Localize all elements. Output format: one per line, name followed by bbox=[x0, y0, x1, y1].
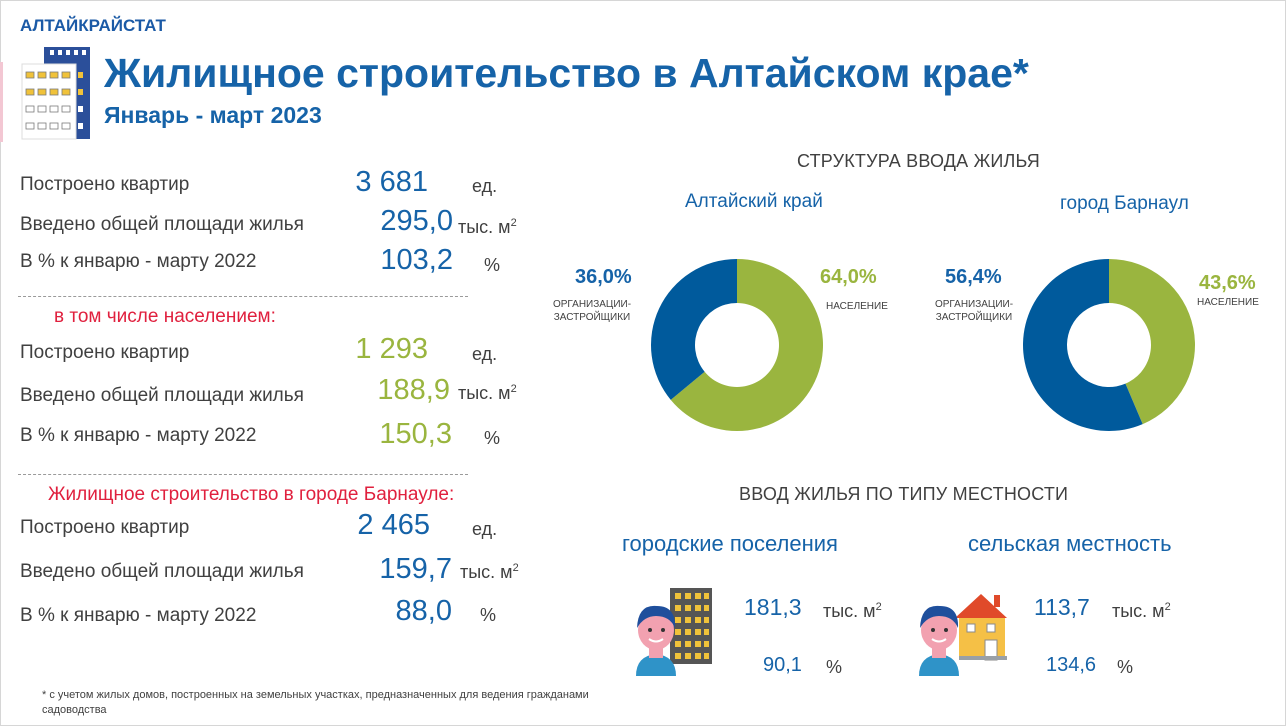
donut1-org-label: ОРГАНИЗАЦИИ- ЗАСТРОЙЩИКИ bbox=[552, 299, 632, 323]
rural-unit: тыс. м2 bbox=[1112, 601, 1171, 621]
total-flats-label: Построено квартир bbox=[20, 174, 190, 195]
urban-percent-unit: % bbox=[826, 657, 843, 677]
barnaul-percent-unit: % bbox=[480, 605, 497, 625]
donut-region-slice-population bbox=[670, 259, 823, 432]
donut-barnaul-slice-organizations bbox=[1023, 259, 1143, 431]
population-heading: в том числе населением: bbox=[54, 306, 276, 327]
urban-percent: 90,1 bbox=[763, 654, 802, 676]
population-flats-value: 1 293 bbox=[355, 333, 428, 365]
donut-region-slice-organizations bbox=[650, 259, 737, 400]
urban-label: городские поселения bbox=[622, 531, 838, 556]
footnote: * с учетом жилых домов, построенных на з… bbox=[42, 689, 589, 716]
donut1-pop-percent: 64,0% bbox=[820, 266, 877, 288]
barnaul-flats-value: 2 465 bbox=[357, 509, 430, 541]
urban-unit: тыс. м2 bbox=[823, 601, 882, 621]
donut-title-barnaul: город Барнаул bbox=[1060, 193, 1189, 214]
population-area-unit: тыс. м2 bbox=[458, 383, 517, 403]
page-title: Жилищное строительство в Алтайском крае* bbox=[104, 50, 1029, 96]
total-percent-unit: % bbox=[484, 255, 501, 275]
page-subtitle: Январь - март 2023 bbox=[104, 102, 322, 128]
structure-heading: СТРУКТУРА ВВОДА ЖИЛЬЯ bbox=[797, 151, 1040, 171]
population-percent-unit: % bbox=[484, 428, 501, 448]
population-flats-label: Построено квартир bbox=[20, 342, 190, 363]
population-area-label: Введено общей площади жилья bbox=[20, 385, 304, 406]
total-area-unit: тыс. м2 bbox=[458, 217, 517, 237]
barnaul-area-value: 159,7 bbox=[379, 553, 452, 585]
rural-value: 113,7 bbox=[1034, 594, 1090, 620]
total-area-value: 295,0 bbox=[380, 205, 453, 237]
building-logo-icon bbox=[21, 47, 90, 140]
barnaul-area-unit: тыс. м2 bbox=[460, 562, 519, 582]
population-area-value: 188,9 bbox=[377, 374, 450, 406]
total-percent-value: 103,2 bbox=[380, 244, 453, 276]
population-percent-value: 150,3 bbox=[379, 418, 452, 450]
donut2-org-label: ОРГАНИЗАЦИИ- ЗАСТРОЙЩИКИ bbox=[934, 299, 1014, 323]
population-percent-label: В % к январю - марту 2022 bbox=[20, 425, 257, 446]
barnaul-flats-label: Построено квартир bbox=[20, 517, 190, 538]
total-area-label: Введено общей площади жилья bbox=[20, 214, 304, 235]
rural-percent-unit: % bbox=[1117, 657, 1134, 677]
person-with-house-icon bbox=[919, 594, 1007, 676]
donut2-pop-percent: 43,6% bbox=[1199, 272, 1256, 294]
donut1-org-percent: 36,0% bbox=[575, 266, 632, 288]
divider bbox=[18, 296, 468, 297]
donut-barnaul-slice-population bbox=[1109, 259, 1196, 425]
person-with-building-icon bbox=[636, 588, 712, 676]
donut-title-region: Алтайский край bbox=[685, 191, 823, 212]
total-percent-label: В % к январю - марту 2022 bbox=[20, 251, 257, 272]
donut2-pop-label: НАСЕЛЕНИЕ bbox=[1197, 297, 1259, 308]
left-accent-bar bbox=[0, 62, 3, 142]
org-name: АЛТАЙКРАЙСТАТ bbox=[20, 16, 166, 35]
divider bbox=[18, 474, 468, 475]
barnaul-flats-unit: ед. bbox=[472, 519, 498, 539]
population-flats-unit: ед. bbox=[472, 344, 498, 364]
total-flats-value: 3 681 bbox=[355, 166, 428, 198]
rural-label: сельская местность bbox=[968, 531, 1172, 556]
urban-value: 181,3 bbox=[744, 594, 802, 620]
total-flats-unit: ед. bbox=[472, 176, 498, 196]
rural-percent: 134,6 bbox=[1046, 654, 1097, 676]
barnaul-area-label: Введено общей площади жилья bbox=[20, 561, 304, 582]
donut2-org-percent: 56,4% bbox=[945, 266, 1002, 288]
barnaul-heading: Жилищное строительство в городе Барнауле… bbox=[48, 484, 455, 505]
donut1-pop-label: НАСЕЛЕНИЕ bbox=[826, 301, 888, 312]
barnaul-percent-label: В % к январю - марту 2022 bbox=[20, 605, 257, 626]
locality-heading: ВВОД ЖИЛЬЯ ПО ТИПУ МЕСТНОСТИ bbox=[739, 484, 1069, 504]
barnaul-percent-value: 88,0 bbox=[395, 595, 452, 627]
